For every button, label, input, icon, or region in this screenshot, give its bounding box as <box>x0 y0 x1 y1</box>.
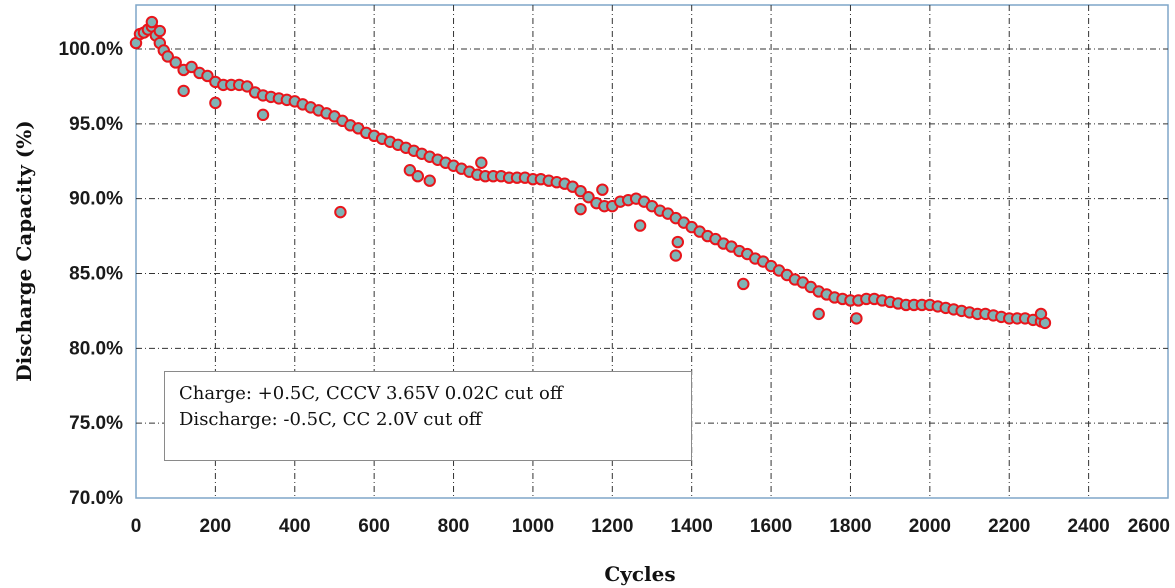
y-tick-label: 70.0% <box>69 488 123 509</box>
data-point <box>596 183 609 196</box>
y-tick-label: 85.0% <box>69 264 123 285</box>
data-point <box>850 312 863 325</box>
data-point <box>633 219 647 232</box>
x-tick-label: 1200 <box>591 516 633 537</box>
x-tick-label: 2000 <box>909 516 951 537</box>
data-point <box>582 190 595 204</box>
test-conditions-annotation: Charge: +0.5C, CCCV 3.65V 0.02C cut off … <box>164 371 692 461</box>
x-tick-label: 0 <box>131 516 142 537</box>
y-tick-label: 100.0% <box>59 39 124 60</box>
data-point <box>240 80 254 93</box>
x-tick-label: 2600 <box>1128 516 1170 537</box>
charge-condition-text: Charge: +0.5C, CCCV 3.65V 0.02C cut off <box>179 383 563 404</box>
x-tick-label: 200 <box>200 516 232 537</box>
data-point <box>1034 307 1048 321</box>
y-tick-labels: 70.0% 75.0% 80.0% 85.0% 90.0% 95.0% 100.0% <box>59 39 124 509</box>
y-tick-label: 75.0% <box>69 413 123 434</box>
x-tick-label: 400 <box>279 516 311 537</box>
y-tick-label: 90.0% <box>69 189 123 210</box>
data-point <box>145 15 159 29</box>
discharge-condition-text: Discharge: -0.5C, CC 2.0V cut off <box>179 409 482 430</box>
data-point <box>411 170 425 183</box>
data-point <box>161 50 174 63</box>
data-point <box>574 184 587 198</box>
y-tick-label: 80.0% <box>69 338 123 359</box>
data-point <box>671 235 684 249</box>
x-tick-label: 600 <box>358 516 390 537</box>
data-points <box>129 15 1052 330</box>
data-point <box>169 56 182 69</box>
data-point <box>209 96 222 110</box>
data-point <box>256 108 270 122</box>
data-point <box>403 164 417 177</box>
y-axis-title: Discharge Capacity (%) <box>12 120 36 381</box>
x-tick-label: 2400 <box>1067 516 1109 537</box>
x-tick-label: 1000 <box>512 516 554 537</box>
data-point <box>669 249 683 262</box>
x-tick-label: 1800 <box>829 516 871 537</box>
data-point <box>475 156 488 169</box>
data-point <box>177 84 190 98</box>
data-point <box>423 174 436 187</box>
data-point <box>812 307 825 321</box>
data-point <box>737 277 750 291</box>
data-point <box>574 202 587 216</box>
data-point <box>334 205 347 219</box>
x-tick-label: 800 <box>438 516 470 537</box>
x-tick-label: 1400 <box>671 516 713 537</box>
x-tick-label: 1600 <box>750 516 792 537</box>
data-point <box>153 24 167 38</box>
x-tick-label: 2200 <box>988 516 1030 537</box>
data-point <box>185 60 198 74</box>
x-axis-title: Cycles <box>604 562 675 586</box>
x-tick-labels: 0 200 400 600 800 1000 1200 1400 1600 1800 2000 220… <box>131 516 1170 537</box>
y-tick-label: 95.0% <box>69 114 123 135</box>
data-point <box>201 69 214 83</box>
